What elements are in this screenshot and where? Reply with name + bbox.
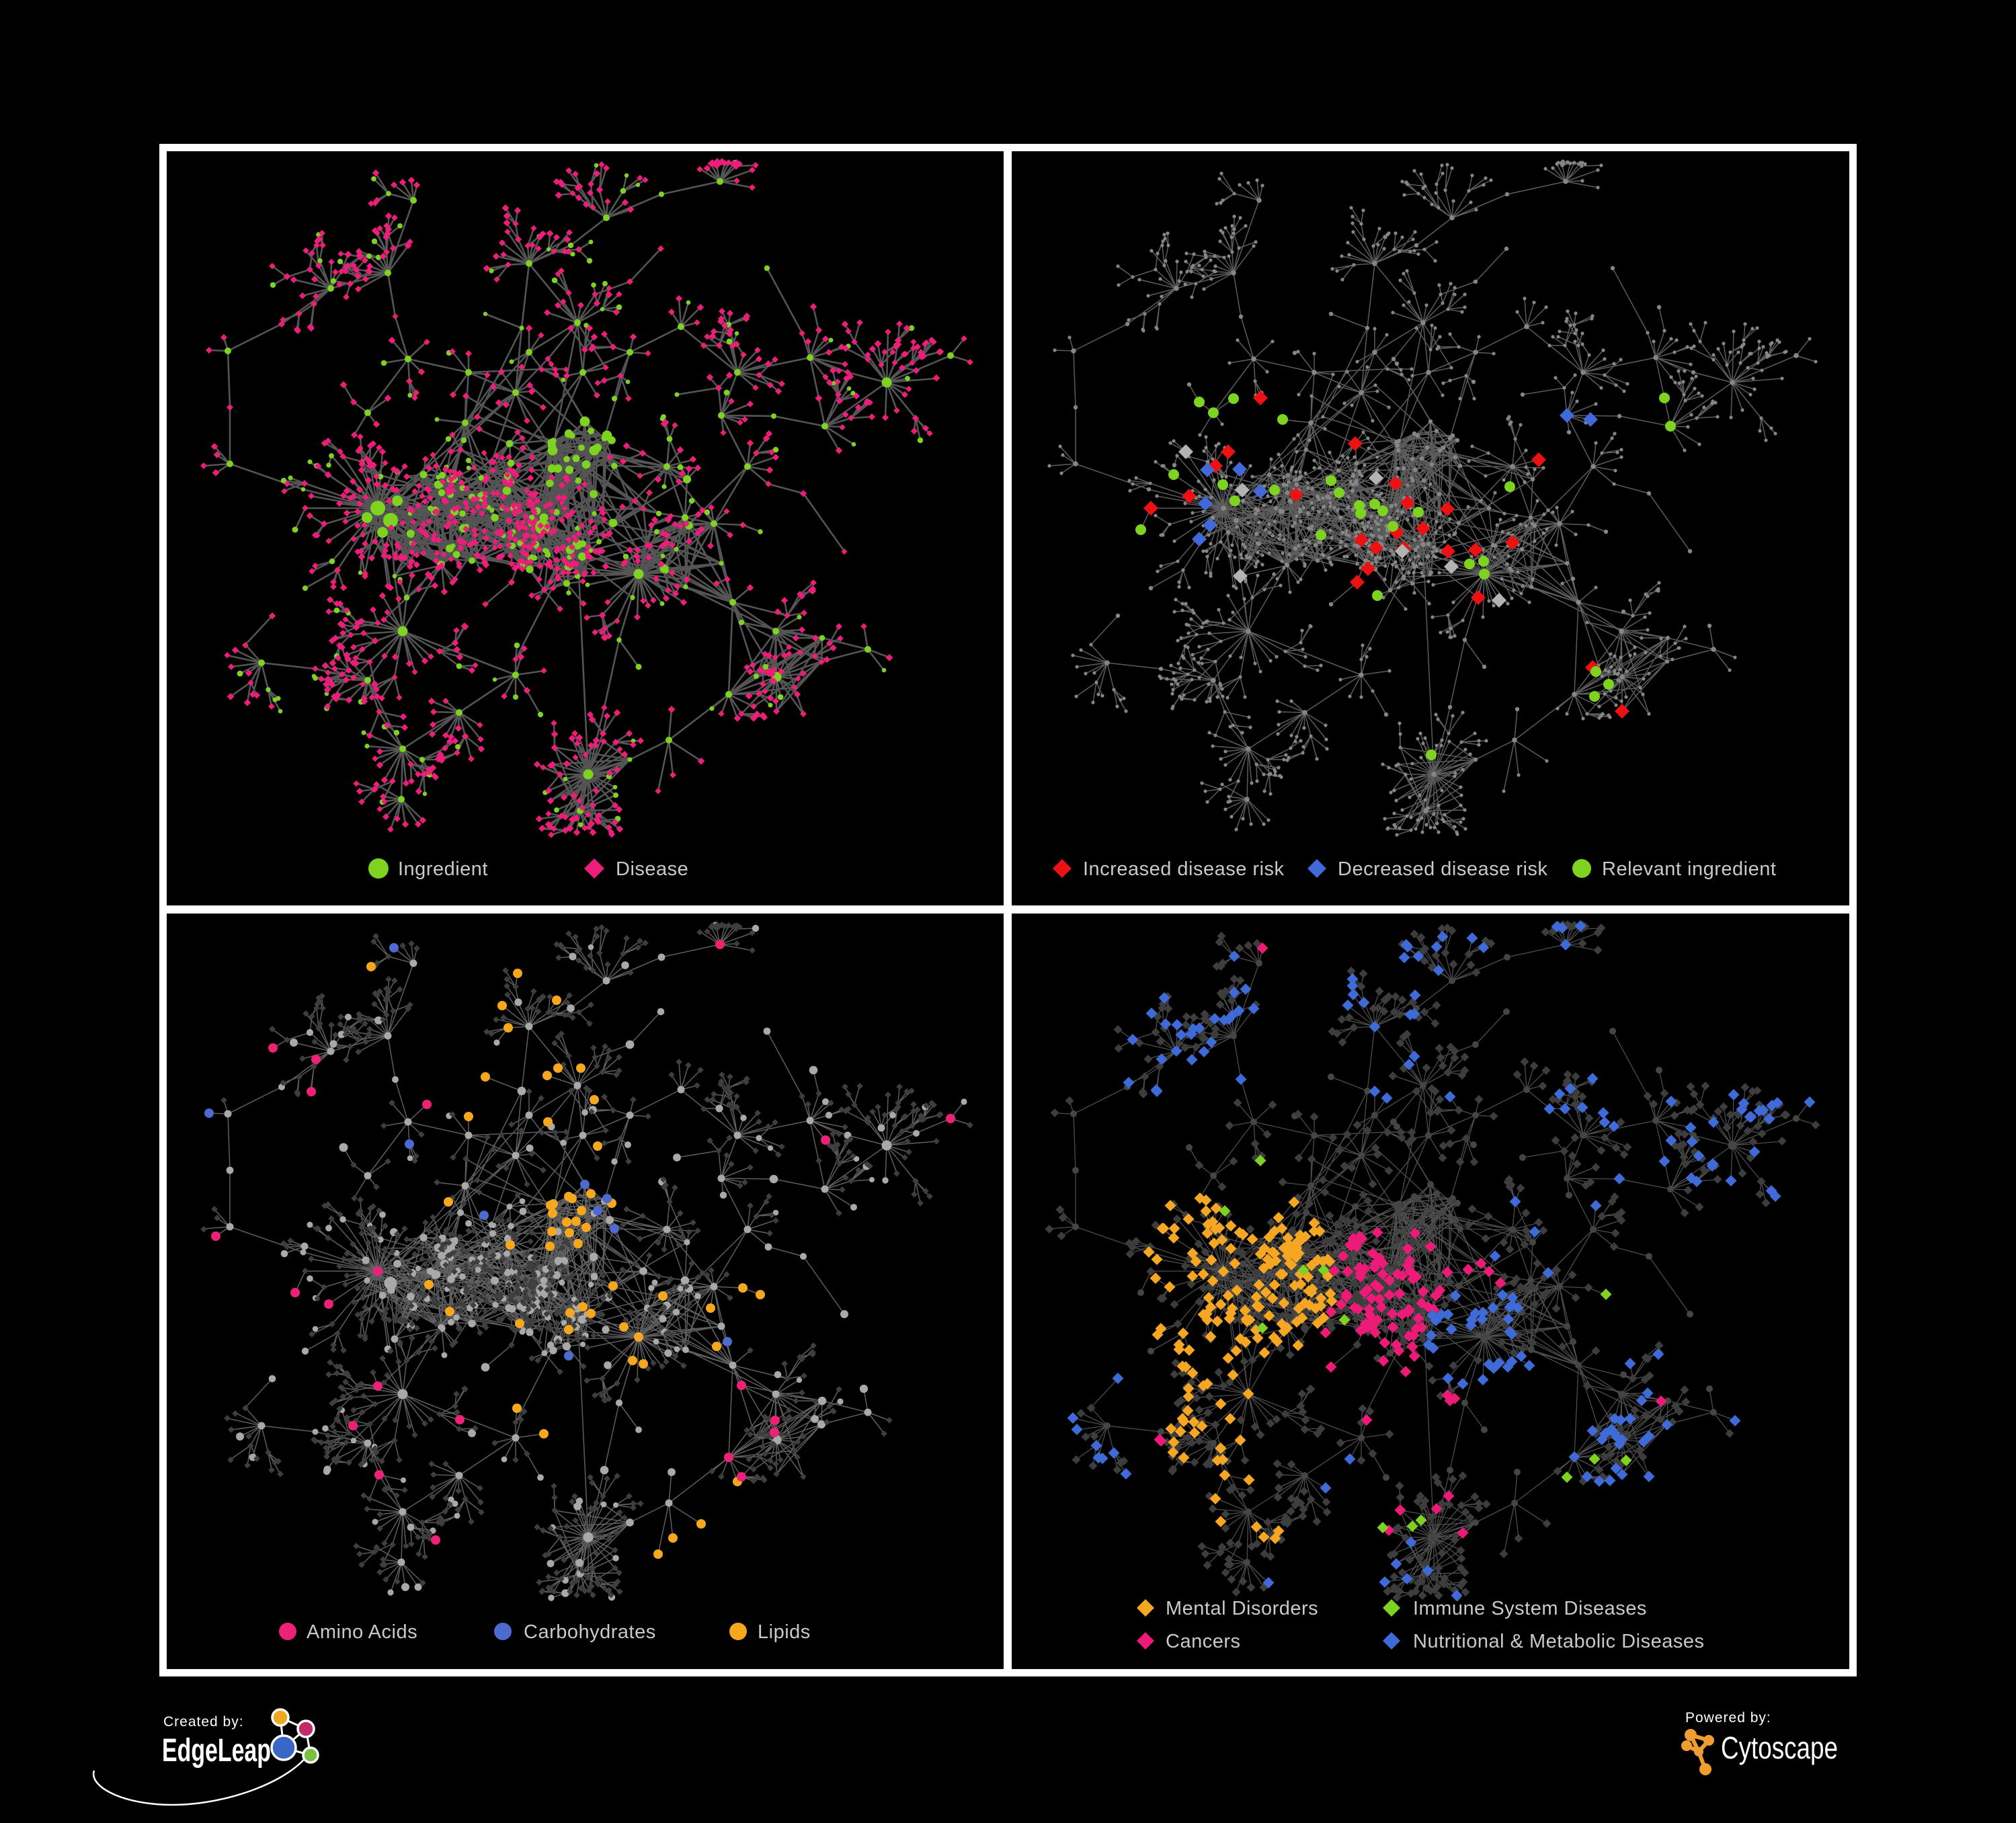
svg-text:Disease: Disease (616, 858, 688, 880)
svg-text:Cytoscape: Cytoscape (1721, 1730, 1838, 1765)
svg-text:Lipids: Lipids (758, 1621, 811, 1643)
svg-text:Created by:: Created by: (163, 1714, 244, 1730)
svg-text:EdgeLeap: EdgeLeap (162, 1733, 271, 1769)
svg-text:Mental Disorders: Mental Disorders (1166, 1598, 1318, 1619)
svg-text:Relevant ingredient: Relevant ingredient (1602, 858, 1776, 880)
svg-text:Ingredient: Ingredient (398, 858, 488, 880)
svg-text:Cancers: Cancers (1166, 1631, 1241, 1652)
svg-text:Increased disease risk: Increased disease risk (1083, 858, 1285, 880)
svg-text:Immune System Diseases: Immune System Diseases (1413, 1598, 1647, 1619)
svg-text:Decreased disease risk: Decreased disease risk (1338, 858, 1547, 880)
svg-text:Powered by:: Powered by: (1685, 1710, 1771, 1726)
svg-text:Amino Acids: Amino Acids (307, 1621, 417, 1643)
svg-text:Carbohydrates: Carbohydrates (524, 1621, 656, 1643)
svg-text:Nutritional & Metabolic Diseas: Nutritional & Metabolic Diseases (1413, 1631, 1704, 1652)
